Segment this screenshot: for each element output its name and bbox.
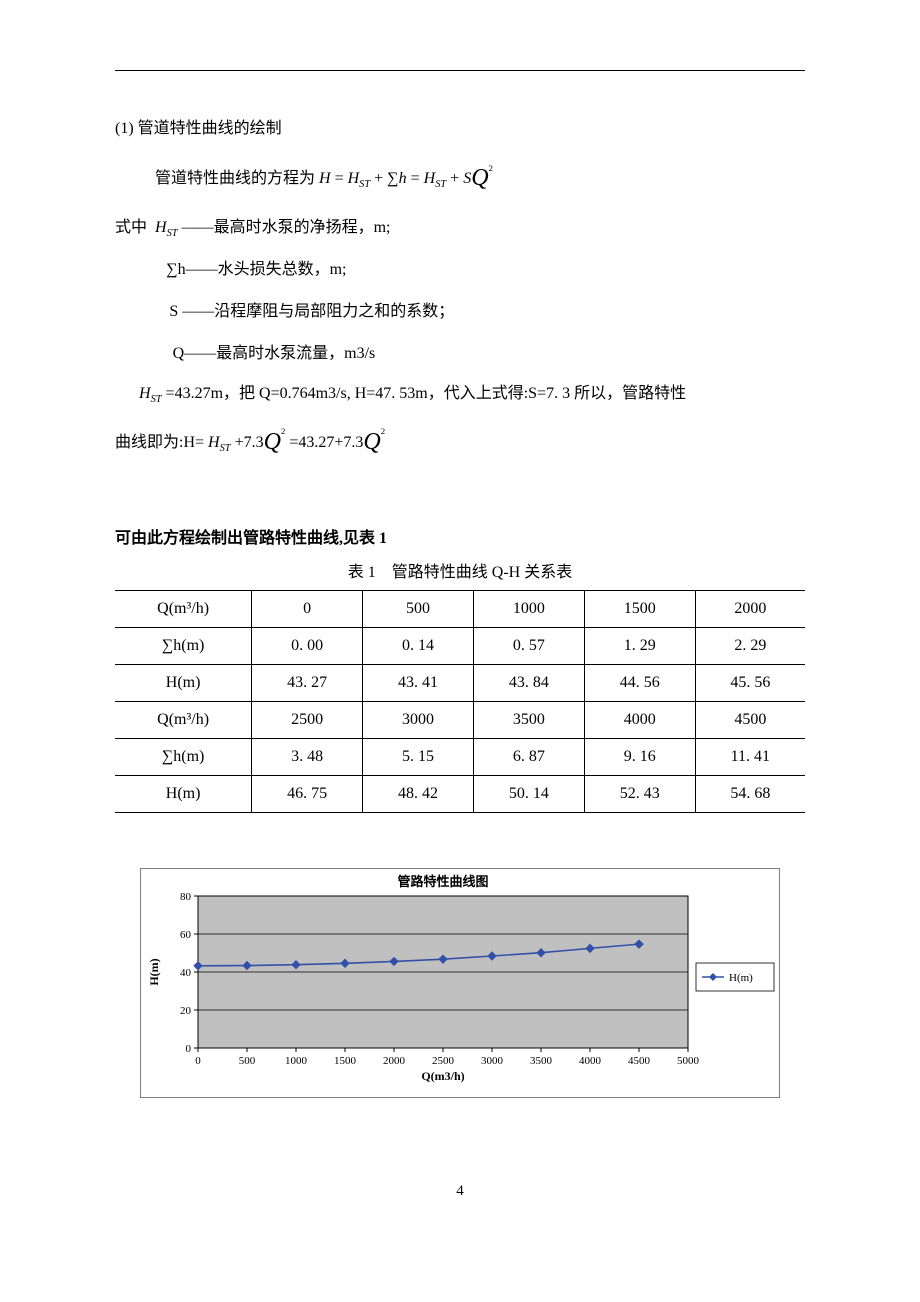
table-cell: Q(m³/h): [115, 701, 252, 738]
table-cell: 54. 68: [695, 775, 805, 812]
table-cell: 52. 43: [584, 775, 695, 812]
svg-text:1500: 1500: [334, 1055, 357, 1067]
svg-text:2500: 2500: [432, 1055, 455, 1067]
svg-text:H(m): H(m): [147, 958, 161, 985]
equation-line: 管道特性曲线的方程为 H = HST + ∑h = HST + SQ2: [115, 148, 805, 206]
table-cell: 1000: [473, 590, 584, 627]
top-rule: [115, 70, 805, 71]
svg-text:0: 0: [195, 1055, 201, 1067]
svg-text:80: 80: [180, 891, 192, 903]
calc-line-2: 曲线即为:H= HST +7.3Q2 =43.27+7.3Q2: [115, 413, 805, 468]
table-cell: 4000: [584, 701, 695, 738]
svg-text:2000: 2000: [383, 1055, 406, 1067]
table-cell: H(m): [115, 664, 252, 701]
svg-text:60: 60: [180, 929, 192, 941]
table-cell: ∑h(m): [115, 627, 252, 664]
svg-text:4000: 4000: [579, 1055, 602, 1067]
svg-text:1000: 1000: [285, 1055, 308, 1067]
svg-text:Q(m3/h): Q(m3/h): [421, 1069, 464, 1083]
table-cell: 3500: [473, 701, 584, 738]
table-cell: 5. 15: [363, 738, 474, 775]
table-cell: H(m): [115, 775, 252, 812]
table-cell: 45. 56: [695, 664, 805, 701]
svg-text:20: 20: [180, 1005, 192, 1017]
table-cell: 44. 56: [584, 664, 695, 701]
table-cell: 3. 48: [252, 738, 363, 775]
table-cell: 2500: [252, 701, 363, 738]
table-cell: 0. 00: [252, 627, 363, 664]
table-cell: 0. 57: [473, 627, 584, 664]
table-cell: Q(m³/h): [115, 590, 252, 627]
table-caption: 表 1 管路特性曲线 Q-H 关系表: [115, 558, 805, 582]
svg-text:3500: 3500: [530, 1055, 553, 1067]
svg-text:0: 0: [186, 1043, 192, 1055]
table-intro: 可由此方程绘制出管路特性曲线,见表 1: [115, 524, 805, 548]
table-cell: 4500: [695, 701, 805, 738]
def-line-1: 式中 HST ——最高时水泵的净扬程，m;: [115, 208, 805, 248]
svg-text:4500: 4500: [628, 1055, 651, 1067]
svg-text:H(m): H(m): [729, 972, 753, 984]
def-line-3: S ——沿程摩阻与局部阻力之和的系数；: [115, 292, 805, 332]
svg-text:40: 40: [180, 967, 192, 979]
table-cell: 43. 84: [473, 664, 584, 701]
table-cell: 2000: [695, 590, 805, 627]
svg-text:管路特性曲线图: 管路特性曲线图: [397, 874, 488, 889]
table-cell: 43. 27: [252, 664, 363, 701]
table-cell: 1500: [584, 590, 695, 627]
table-cell: ∑h(m): [115, 738, 252, 775]
table-cell: 46. 75: [252, 775, 363, 812]
table-cell: 6. 87: [473, 738, 584, 775]
table-cell: 43. 41: [363, 664, 474, 701]
table-cell: 0: [252, 590, 363, 627]
table-cell: 500: [363, 590, 474, 627]
table-cell: 0. 14: [363, 627, 474, 664]
table-cell: 9. 16: [584, 738, 695, 775]
def-line-4: Q——最高时水泵流量，m3/s: [115, 334, 805, 374]
table-cell: 50. 14: [473, 775, 584, 812]
page-number: 4: [115, 1183, 805, 1200]
qh-table: Q(m³/h)0500100015002000∑h(m)0. 000. 140.…: [115, 590, 805, 813]
calc-line-1: HST =43.27m，把 Q=0.764m3/s, H=47. 53m，代入上…: [115, 376, 805, 413]
table-cell: 1. 29: [584, 627, 695, 664]
table-cell: 11. 41: [695, 738, 805, 775]
svg-text:5000: 5000: [677, 1055, 700, 1067]
svg-text:500: 500: [239, 1055, 256, 1067]
table-cell: 2. 29: [695, 627, 805, 664]
table-cell: 3000: [363, 701, 474, 738]
table-cell: 48. 42: [363, 775, 474, 812]
section-heading: (1) 管道特性曲线的绘制: [115, 111, 805, 146]
def-line-2: ∑h——水头损失总数，m;: [115, 250, 805, 290]
pipeline-chart: 0 20 40 60 80 0 500 1000 1500 2000 2500 3000 3500 400…: [140, 868, 780, 1098]
svg-text:3000: 3000: [481, 1055, 504, 1067]
